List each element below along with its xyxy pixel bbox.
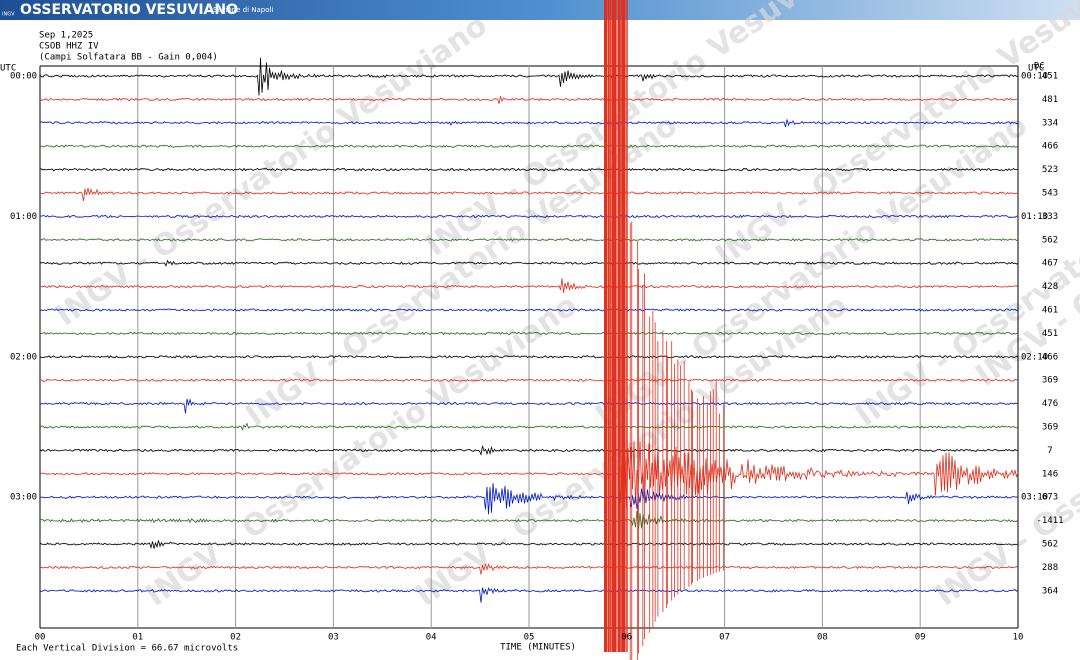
x-axis-label: TIME (MINUTES): [500, 643, 576, 653]
dc-value: 673: [1042, 493, 1058, 503]
traces: [39, 0, 1019, 660]
dc-value: 476: [1042, 399, 1058, 409]
right-utc: UTC: [1028, 64, 1044, 74]
x-tick-label: 03: [328, 633, 339, 643]
dc-value: 333: [1042, 212, 1058, 222]
info-line: (Campi Solfatara BB - Gain 0,004): [39, 53, 218, 63]
trace: [39, 441, 1019, 508]
dc-value: 369: [1042, 423, 1058, 433]
trace: [39, 422, 1019, 431]
trace: [39, 238, 1019, 242]
dc-value: 334: [1042, 118, 1058, 128]
trace: [39, 308, 1019, 312]
dc-value: 7: [1047, 446, 1052, 456]
logo: INGV: [2, 12, 15, 18]
dc-value: 288: [1042, 563, 1058, 573]
x-tick-label: 01: [132, 633, 143, 643]
trace: [39, 540, 1019, 550]
dc-value: 364: [1042, 586, 1058, 596]
left-utc: UTC: [0, 64, 16, 74]
left-time: 02:00: [10, 352, 37, 362]
dc-value: 466: [1042, 142, 1058, 152]
dc-value: 562: [1042, 540, 1058, 550]
right-time: 00:10: [1021, 72, 1048, 82]
dc-value: 562: [1042, 235, 1058, 245]
right-time: 02:10: [1021, 352, 1048, 362]
trace: [39, 483, 1019, 515]
dc-value: 428: [1042, 282, 1058, 292]
dc-value: 451: [1042, 72, 1058, 82]
x-tick-label: 04: [426, 633, 437, 643]
left-time: 00:00: [10, 72, 37, 82]
dc-value: -1411: [1036, 516, 1063, 526]
trace: [39, 187, 1019, 201]
trace: [39, 57, 1019, 96]
x-tick-label: 07: [719, 633, 730, 643]
dc-value: 481: [1042, 95, 1058, 105]
trace: [39, 119, 1019, 128]
trace: [39, 331, 1019, 336]
dc-label: DC: [1034, 62, 1045, 72]
left-time: 01:00: [10, 212, 37, 222]
trace: [40, 167, 1019, 172]
dc-value: 523: [1042, 165, 1058, 175]
trace: [39, 259, 1019, 267]
info-line: CSOB HHZ IV: [39, 42, 99, 52]
x-tick-label: 05: [524, 633, 535, 643]
x-tick-label: 02: [230, 633, 241, 643]
dc-value: 451: [1042, 329, 1058, 339]
x-tick-label: 00: [35, 633, 46, 643]
x-tick-label: 10: [1013, 633, 1024, 643]
dc-value: 543: [1042, 189, 1058, 199]
header-subtitle: Sezione di Napoli: [213, 6, 273, 14]
dc-value: 461: [1042, 306, 1058, 316]
x-tick-label: 06: [621, 633, 632, 643]
right-time: 01:10: [1021, 212, 1048, 222]
right-time: 03:10: [1021, 493, 1048, 503]
dc-value: 146: [1042, 469, 1058, 479]
trace: [39, 144, 1019, 148]
trace: [39, 398, 1019, 414]
header-bar: [0, 0, 1080, 20]
left-time: 03:00: [10, 493, 37, 503]
x-tick-label: 08: [817, 633, 828, 643]
info-line: Sep 1,2025: [39, 31, 93, 41]
x-tick-label: 09: [915, 633, 926, 643]
trace: [39, 563, 1019, 575]
trace: [39, 355, 1019, 359]
labels: 00 01 02 03 04 05 06 07 08 09 10 TIME (MINUTES) Each…: [0, 31, 1064, 654]
footer: Each Vertical Division = 66.67 microvolt…: [16, 644, 238, 654]
trace: [39, 445, 1018, 456]
trace: [39, 278, 1019, 293]
trace: [40, 587, 1019, 603]
trace: [39, 510, 1019, 530]
dc-value: 466: [1042, 352, 1058, 362]
trace: [39, 96, 1019, 104]
header-title: OSSERVATORIO VESUVIANO: [20, 2, 238, 18]
trace: [39, 214, 1019, 219]
dc-value: 467: [1042, 259, 1058, 269]
dc-value: 369: [1042, 376, 1058, 386]
trace: [39, 378, 1019, 382]
watermark: INGV - Osservatorio Vesuviano: [589, 108, 1033, 434]
grid: [39, 65, 1019, 629]
